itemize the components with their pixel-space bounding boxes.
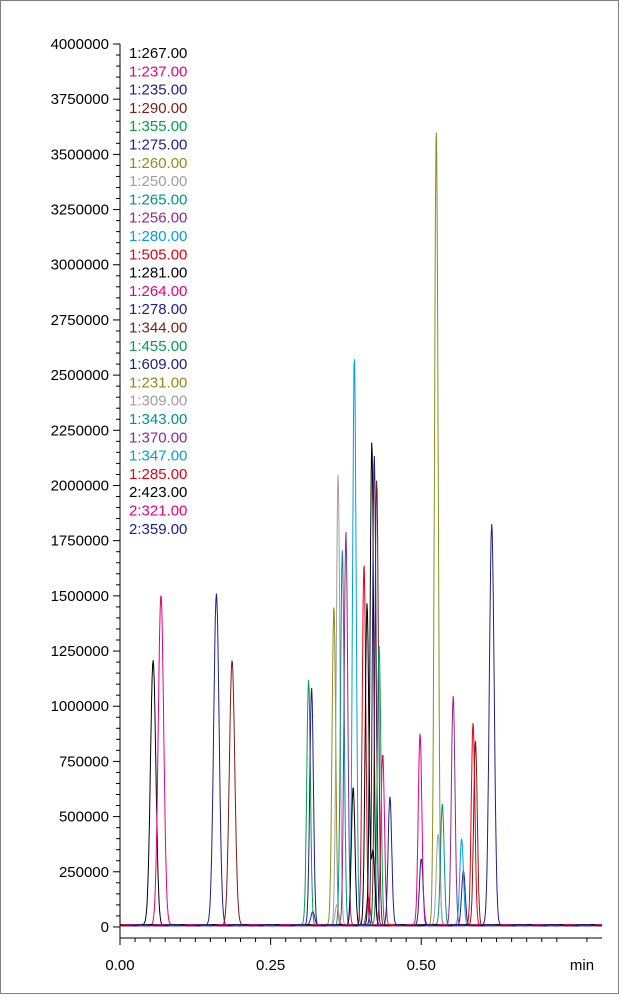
y-tick-label: 2750000: [51, 312, 109, 329]
x-axis-label: min: [570, 957, 594, 974]
legend-entry: 1:235.00: [129, 82, 187, 99]
legend-entry: 1:267.00: [129, 45, 187, 62]
y-tick-label: 2250000: [51, 422, 109, 439]
legend-entry: 1:347.00: [129, 448, 187, 465]
y-tick-label: 250000: [59, 864, 109, 881]
legend-entry: 1:264.00: [129, 283, 187, 300]
x-tick-label: 0.50: [407, 957, 436, 974]
legend-entry: 1:505.00: [129, 246, 187, 263]
legend-entry: 1:278.00: [129, 301, 187, 318]
y-tick-label: 3000000: [51, 257, 109, 274]
legend-entry: 1:237.00: [129, 63, 187, 80]
legend-entry: 1:309.00: [129, 393, 187, 410]
y-tick-label: 500000: [59, 809, 109, 826]
legend-entry: 1:285.00: [129, 466, 187, 483]
legend-entry: 1:343.00: [129, 411, 187, 428]
legend-entry: 2:359.00: [129, 521, 187, 538]
x-tick-label: 0.25: [256, 957, 285, 974]
y-tick-label: 1750000: [51, 533, 109, 550]
legend-entry: 1:344.00: [129, 320, 187, 337]
y-tick-label: 3750000: [51, 91, 109, 108]
y-tick-label: 3500000: [51, 146, 109, 163]
legend-entry: 1:275.00: [129, 137, 187, 154]
y-tick-label: 750000: [59, 753, 109, 770]
y-tick-label: 3250000: [51, 202, 109, 219]
y-tick-label: 2000000: [51, 477, 109, 494]
legend-entry: 1:256.00: [129, 210, 187, 227]
legend-entry: 1:281.00: [129, 265, 187, 282]
y-tick-label: 1250000: [51, 643, 109, 660]
legend-entry: 1:290.00: [129, 100, 187, 117]
traces: [119, 132, 603, 927]
legend-entry: 1:609.00: [129, 356, 187, 373]
y-tick-label: 4000000: [51, 36, 109, 53]
legend-entry: 1:231.00: [129, 374, 187, 391]
x-tick-label: 0.00: [105, 957, 134, 974]
legend-entry: 1:260.00: [129, 155, 187, 172]
y-tick-label: 2500000: [51, 367, 109, 384]
axes: 0 250000 500000 750000 1000000 1250000 1500000…: [51, 36, 602, 974]
legend-entry: 1:355.00: [129, 118, 187, 135]
legend-entry: 2:321.00: [129, 503, 187, 520]
legend-entry: 1:280.00: [129, 228, 187, 245]
legend-entry: 1:370.00: [129, 429, 187, 446]
legend-entry: 1:455.00: [129, 338, 187, 355]
trace-2-359-00: [120, 796, 603, 927]
y-tick-label: 1500000: [51, 588, 109, 605]
y-tick-label: 0: [101, 919, 109, 936]
legend: 1:267.001:237.00 1:235.001:290.001:355.00…: [129, 45, 187, 538]
legend-entry: 2:423.00: [129, 484, 187, 501]
y-tick-label: 1000000: [51, 698, 109, 715]
legend-entry: 1:265.00: [129, 191, 187, 208]
legend-entry: 1:250.00: [129, 173, 187, 190]
